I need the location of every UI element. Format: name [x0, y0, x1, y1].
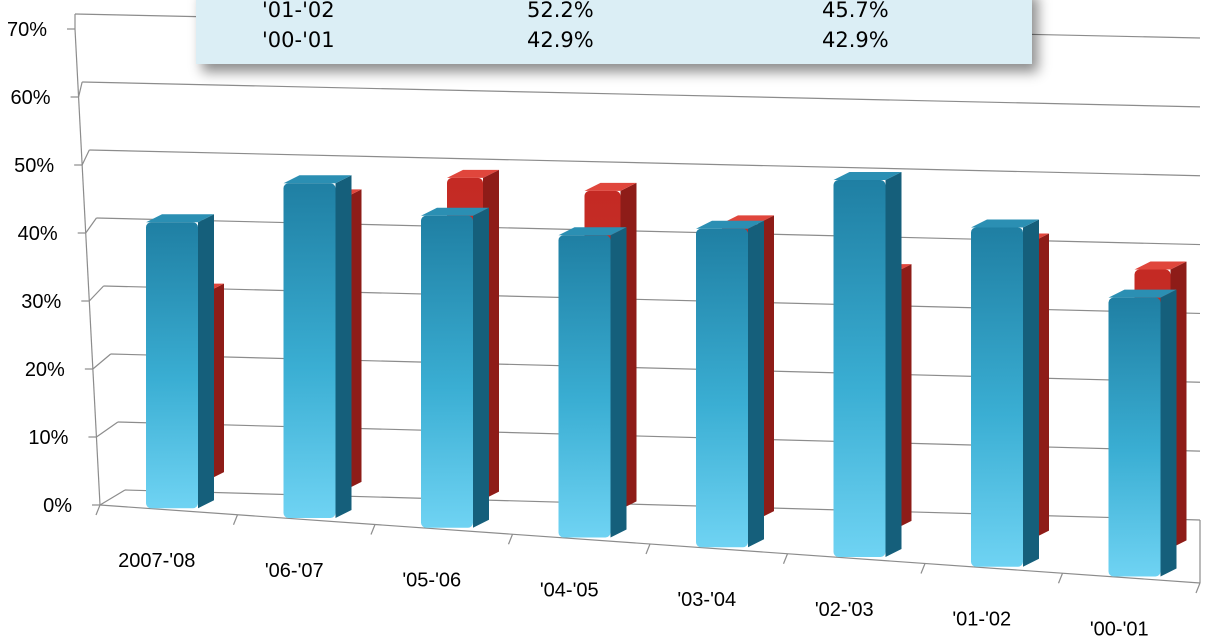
bar-side-face — [335, 175, 352, 519]
y-tick-label: 20% — [25, 359, 65, 381]
bar-top-face — [1108, 289, 1177, 298]
bar-front-face — [283, 183, 336, 519]
bar-top-face — [584, 182, 637, 191]
x-tick-label: '00-'01 — [1090, 618, 1149, 639]
x-tick-label: '05-'06 — [402, 570, 461, 592]
side-gridline — [96, 421, 119, 438]
y-tick-label: 50% — [14, 155, 54, 177]
bar-side-face — [473, 207, 489, 528]
bar-top-face — [1134, 261, 1187, 270]
gridline — [82, 81, 1201, 108]
gridline — [89, 149, 1201, 177]
x-tick-mark — [782, 553, 789, 564]
y-tick-labels: 0% 10% 20% 30% 40% 50% 60% 70% — [7, 19, 72, 517]
axes — [67, 28, 1201, 594]
x-tick-mark — [1195, 582, 1201, 594]
side-gridline — [85, 217, 97, 234]
x-tick-mark — [920, 563, 926, 574]
bar-top-face — [833, 172, 902, 181]
bar-side-face — [198, 214, 214, 509]
x-tick-label: '03-'04 — [677, 589, 736, 611]
x-tick-mark — [370, 524, 376, 535]
bar-top-face — [696, 220, 764, 229]
x-tick-mark — [95, 504, 101, 516]
bar-side-face — [885, 172, 902, 558]
bars — [146, 169, 1187, 577]
bar-top-face — [447, 169, 499, 178]
x-tick-mark — [232, 514, 239, 525]
table-cell-period: '00-'01 — [262, 28, 335, 52]
x-tick-mark — [507, 534, 514, 545]
y-axis-line — [74, 28, 101, 506]
side-gridline — [99, 489, 126, 506]
x-tick-label: '01-'02 — [952, 609, 1011, 631]
bar-side-face — [1160, 289, 1177, 577]
bar-series-1 — [833, 172, 902, 558]
table-cell-value-1: 42.9% — [527, 28, 594, 52]
bar-front-face — [558, 235, 611, 538]
bar-top-face — [558, 227, 627, 236]
bar-series-1 — [1108, 289, 1177, 577]
y-tick-label: 40% — [18, 223, 58, 245]
bar-front-face — [971, 227, 1023, 567]
x-tick-label: 2007-'08 — [118, 550, 195, 572]
side-gridline — [92, 353, 112, 370]
x-tick-mark — [1057, 573, 1064, 584]
bar-front-face — [833, 180, 886, 558]
y-tick-label: 60% — [11, 87, 51, 109]
bar-series-1 — [558, 227, 627, 538]
x-tick-label: '06-'07 — [265, 560, 324, 582]
bar-series-1 — [421, 207, 489, 528]
y-tick-label: 0% — [43, 495, 72, 517]
x-tick-mark — [645, 543, 651, 555]
bar-series-1 — [971, 219, 1039, 567]
table-row: '01-'02 52.2% 45.7% — [196, 0, 1032, 24]
bar-series-1 — [696, 220, 764, 548]
bar-side-face — [1023, 219, 1039, 567]
table-cell-value-2: 45.7% — [822, 0, 889, 22]
bar-side-face — [610, 227, 627, 538]
bar-top-face — [421, 207, 489, 216]
side-gridline — [77, 81, 83, 98]
bar-series-1 — [146, 214, 214, 509]
bar-top-face — [146, 214, 214, 223]
bar-front-face — [146, 222, 198, 509]
bar-front-face — [1108, 297, 1161, 577]
data-table-box: '01-'02 52.2% 45.7% '00-'01 42.9% 42.9% — [196, 0, 1032, 64]
y-tick-label: 10% — [28, 427, 68, 449]
bar-series-1 — [283, 175, 352, 519]
table-cell-period: '01-'02 — [262, 0, 335, 22]
x-tick-label: '04-'05 — [540, 579, 599, 601]
side-gridline — [88, 285, 105, 302]
bar-front-face — [421, 215, 473, 528]
bar-front-face — [696, 228, 748, 548]
side-gridline — [81, 149, 90, 166]
x-tick-labels: 2007-'08 '06-'07 '05-'06 '04-'05 '03-'04 '02-… — [118, 550, 1149, 639]
x-tick-label: '02-'03 — [815, 599, 874, 621]
table-cell-value-2: 42.9% — [822, 28, 889, 52]
y-tick-label: 70% — [7, 19, 47, 41]
bar-top-face — [971, 219, 1039, 228]
bar-top-face — [283, 175, 352, 184]
y-tick-label: 30% — [21, 291, 61, 313]
table-row: '00-'01 42.9% 42.9% — [196, 28, 1032, 54]
bar-side-face — [748, 220, 764, 548]
table-cell-value-1: 52.2% — [527, 0, 594, 22]
